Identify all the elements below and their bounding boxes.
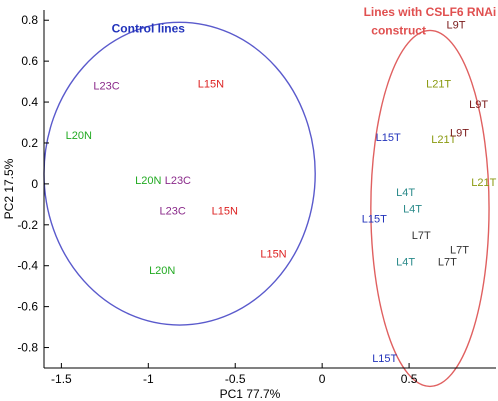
x-tick-label: -1.5: [51, 372, 72, 386]
data-point-label: L20N: [66, 130, 92, 142]
data-point-label: L15N: [198, 79, 224, 91]
y-tick-label: -0.6: [17, 300, 38, 314]
x-tick-label: -1: [143, 372, 154, 386]
x-ticks: -1.5 -1 -0.5 0 0.5: [51, 363, 418, 386]
data-point-label: L7T: [450, 244, 469, 256]
x-axis-label: PC1 77.7%: [220, 387, 281, 401]
axes: [43, 10, 496, 369]
data-point-label: L15T: [372, 353, 397, 365]
x-tick-label: 0: [319, 372, 326, 386]
data-point-label: L23C: [159, 205, 185, 217]
data-point-label: L15T: [362, 214, 387, 226]
data-point-label: L23C: [93, 81, 119, 93]
data-point-label: L15T: [376, 132, 401, 144]
data-point-label: L4T: [396, 187, 415, 199]
y-tick-label: -0.8: [17, 341, 38, 355]
data-point-label: L15N: [260, 248, 286, 260]
data-point-label: L20N: [149, 265, 175, 277]
data-point-label: L4T: [403, 203, 422, 215]
y-tick-label: -0.4: [17, 259, 38, 273]
group-annotation: Lines with CSLF6 RNAi: [364, 5, 497, 19]
data-point-label: L7T: [438, 257, 457, 269]
group-ellipse: [43, 21, 316, 326]
y-tick-label: 0: [31, 177, 38, 191]
group-annotation: Control lines: [112, 22, 186, 36]
data-point-label: L20N: [135, 175, 161, 187]
y-tick-label: 0.4: [21, 95, 38, 109]
y-ticks: 0.8 0.6 0.4 0.2 0 -0.2 -0.4 -0.6 -0.8: [17, 13, 49, 355]
data-point-label: L7T: [412, 230, 431, 242]
data-point-label: L9T: [447, 19, 466, 31]
x-tick-label: 0.5: [401, 372, 418, 386]
group-ellipse: [370, 29, 490, 388]
y-tick-label: 0.8: [21, 13, 38, 27]
data-point-label: L9T: [450, 128, 469, 140]
data-point-label: L4T: [396, 257, 415, 269]
data-point-label: L21T: [426, 79, 451, 91]
x-tick-label: -0.5: [225, 372, 246, 386]
y-tick-label: 0.2: [21, 136, 38, 150]
y-tick-label: 0.6: [21, 54, 38, 68]
y-tick-label: -0.2: [17, 218, 38, 232]
group-annotations: Control lines Lines with CSLF6 RNAi constr…: [112, 5, 497, 37]
group-annotation: construct: [371, 24, 426, 38]
data-point-label: L21T: [431, 134, 456, 146]
data-point-label: L21T: [471, 177, 496, 189]
y-axis-label: PC2 17.5%: [2, 158, 16, 219]
data-point-label: L15N: [212, 205, 238, 217]
group-ellipses: [43, 21, 490, 388]
data-point-label: L9T: [469, 99, 488, 111]
data-point-label: L23C: [165, 175, 191, 187]
